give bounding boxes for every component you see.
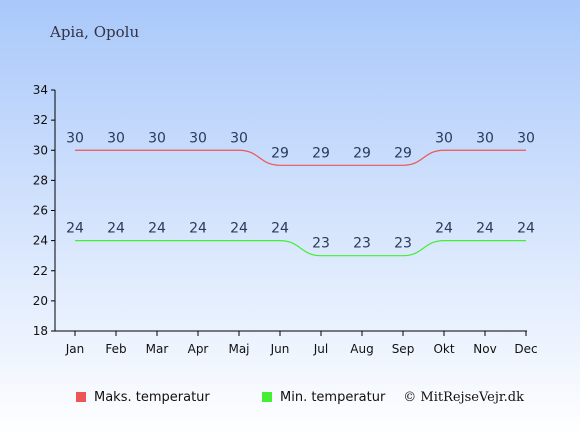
min-temperature-label: 24 — [230, 221, 248, 237]
min-temperature-label: 23 — [394, 236, 412, 252]
min-temperature-label: 24 — [476, 221, 494, 237]
x-tick-label: Feb — [105, 342, 126, 356]
min-temperature-label: 24 — [107, 221, 125, 237]
max-temperature-label: 30 — [107, 130, 125, 146]
max-temperature-label: 29 — [312, 145, 330, 161]
max-temperature-label: 29 — [353, 145, 371, 161]
chart-title: Apia, Opolu — [49, 23, 139, 41]
legend-label-min: Min. temperatur — [280, 390, 386, 405]
y-tick-label: 24 — [33, 234, 48, 248]
max-temperature-label: 30 — [230, 130, 248, 146]
series-lines — [75, 149, 526, 257]
x-tick-label: Aug — [350, 342, 373, 356]
max-temperature-label: 29 — [271, 145, 289, 161]
x-tick-label: Jul — [313, 342, 328, 356]
min-temperature-label: 23 — [312, 236, 330, 252]
min-temperature-label: 24 — [435, 221, 453, 237]
x-tick-label: Mar — [146, 342, 169, 356]
y-tick-label: 18 — [33, 324, 48, 338]
min-temperature-label: 24 — [271, 221, 289, 237]
y-tick-label: 28 — [33, 173, 48, 187]
x-tick-label: Dec — [514, 342, 537, 356]
legend: Maks. temperatur Min. temperatur — [76, 390, 386, 405]
x-tick-label: Maj — [228, 342, 249, 356]
x-tick-label: Jun — [270, 342, 290, 356]
max-temperature-label: 30 — [148, 130, 166, 146]
x-tick-label: Sep — [392, 342, 415, 356]
x-tick-label: Apr — [188, 342, 209, 356]
min-temperature-label: 24 — [517, 221, 535, 237]
max-temperature-line — [75, 149, 526, 166]
y-tick-label: 30 — [33, 143, 48, 157]
min-temperature-label: 24 — [189, 221, 207, 237]
y-tick-label: 34 — [33, 83, 48, 97]
x-tick-label: Okt — [433, 342, 454, 356]
min-temperature-label: 24 — [148, 221, 166, 237]
min-temperature-label: 24 — [66, 221, 84, 237]
max-temperature-label: 30 — [66, 130, 84, 146]
x-tick-label: Nov — [473, 342, 496, 356]
legend-swatch-min — [262, 392, 272, 402]
max-temperature-label: 30 — [517, 130, 535, 146]
max-temperature-label: 30 — [189, 130, 207, 146]
credit-text: © MitRejseVejr.dk — [403, 390, 524, 405]
data-labels: 30 30 30 30 30 29 29 29 29 30 30 30 24 24 24 24 24 24 23 23… — [66, 130, 535, 251]
max-temperature-label: 30 — [476, 130, 494, 146]
max-temperature-label: 30 — [435, 130, 453, 146]
legend-label-max: Maks. temperatur — [94, 390, 210, 405]
y-tick-label: 22 — [33, 264, 48, 278]
y-tick-label: 20 — [33, 294, 48, 308]
legend-swatch-max — [76, 392, 86, 402]
max-temperature-label: 29 — [394, 145, 412, 161]
y-tick-label: 32 — [33, 113, 48, 127]
y-tick-label: 26 — [33, 204, 48, 218]
min-temperature-label: 23 — [353, 236, 371, 252]
x-tick-label: Jan — [65, 342, 85, 356]
axes: 18 20 22 24 26 28 30 32 34 Jan Feb Mar Apr Maj Jun Jul A… — [33, 83, 538, 356]
min-temperature-line — [75, 240, 526, 257]
